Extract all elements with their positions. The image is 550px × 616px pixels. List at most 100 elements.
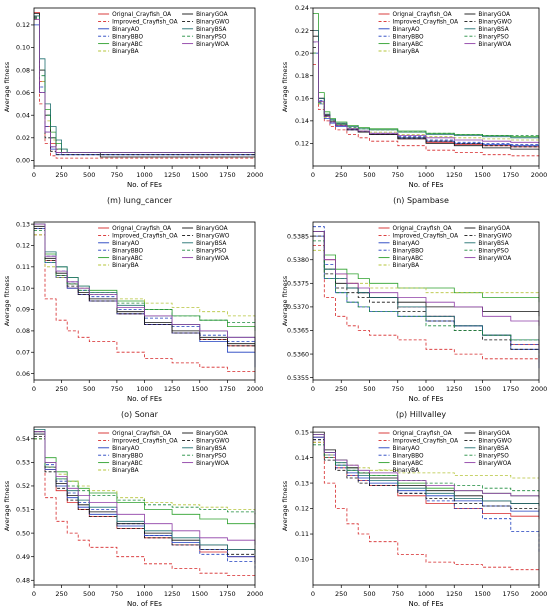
x-tick-label: 1750: [502, 590, 519, 598]
x-tick-label: 0: [32, 385, 36, 393]
y-tick-label: 0.13: [295, 480, 309, 487]
legend-label: BinaryGOA: [196, 226, 228, 232]
chart-panel-3: 0 250 500 750 1000 1250 1500 1750 2000 0.06 0.07 0.…: [3, 221, 263, 419]
y-tick-label: 0.5365: [287, 328, 309, 335]
y-tick-label: 0.11: [295, 531, 309, 538]
series-line-binarywoa: [34, 223, 256, 342]
series-line-binarywoa: [313, 434, 540, 499]
x-tick-label: 500: [83, 385, 95, 393]
legend-label: Improved_Crayfish_OA: [112, 439, 178, 445]
y-tick-label: 0.08: [16, 67, 30, 74]
chart-panel-1: 0 250 500 750 1000 1250 1500 1750 2000 0.00 0.02 0.…: [3, 7, 264, 205]
x-axis-label: No. of FEs: [127, 600, 162, 608]
x-tick-label: 1250: [446, 385, 463, 393]
y-tick-label: 0.15: [295, 429, 309, 436]
legend-label: Orignal_Crayfish_OA: [112, 431, 171, 437]
x-tick-label: 1250: [164, 171, 181, 179]
x-tick-label: 1500: [474, 385, 491, 393]
legend-label: BinaryAO: [112, 241, 139, 247]
y-tick-label: 0.06: [16, 90, 30, 97]
y-tick-label: 0.12: [16, 22, 30, 29]
legend-label: Improved_Crayfish_OA: [393, 439, 459, 445]
series-line-binaryba: [313, 249, 540, 298]
panel-title: (m) lung_cancer: [107, 196, 173, 205]
x-tick-label: 0: [311, 590, 315, 598]
x-tick-label: 0: [311, 171, 315, 179]
y-tick-label: 0.10: [295, 557, 309, 564]
y-tick-label: 0.52: [16, 483, 30, 490]
legend-label: BinaryAO: [393, 27, 420, 33]
x-tick-label: 1000: [418, 171, 435, 179]
legend-label: BinaryGOA: [196, 12, 228, 18]
y-tick-label: 0.12: [16, 243, 30, 250]
legend-label: BinaryGWO: [196, 234, 230, 240]
x-tick-label: 1000: [136, 385, 153, 393]
y-tick-label: 0.08: [16, 328, 30, 335]
x-tick-label: 0: [311, 385, 315, 393]
legend-label: BinaryPSO: [478, 453, 509, 459]
legend-label: BinaryBSA: [478, 241, 508, 247]
x-tick-label: 750: [392, 171, 404, 179]
x-tick-label: 1750: [219, 590, 236, 598]
x-tick-label: 0: [32, 171, 36, 179]
legend-label: BinaryPSO: [478, 248, 509, 254]
legend-label: BinaryWOA: [196, 42, 229, 48]
x-tick-label: 250: [55, 385, 67, 393]
x-tick-label: 750: [111, 590, 123, 598]
x-tick-label: 500: [363, 385, 375, 393]
y-axis-label: Average fitness: [281, 275, 289, 326]
x-axis-label: No. of FEs: [127, 181, 162, 189]
x-tick-label: 2000: [247, 171, 264, 179]
series-line-improved-crayfish-oa: [313, 245, 540, 364]
legend-label: BinaryBA: [393, 49, 420, 55]
legend-label: BinaryABC: [112, 256, 143, 262]
legend-label: BinaryABC: [393, 461, 424, 467]
x-tick-label: 750: [111, 385, 123, 393]
y-axis-label: Average fitness: [3, 275, 11, 326]
legend-label: BinaryBBO: [112, 34, 143, 40]
y-axis-label: Average fitness: [281, 61, 289, 112]
legend-label: BinaryGOA: [196, 431, 228, 437]
legend-label: BinaryBA: [112, 49, 139, 55]
y-tick-label: 0.10: [16, 285, 30, 292]
x-axis-label: No. of FEs: [409, 395, 444, 403]
y-tick-label: 0.09: [16, 307, 30, 314]
legend-label: BinaryGOA: [478, 431, 510, 437]
legend: Orignal_Crayfish_OAImproved_Crayfish_OAB…: [378, 12, 512, 55]
legend-label: BinaryWOA: [478, 42, 511, 48]
legend-label: BinaryGWO: [478, 439, 512, 445]
chart-panel-2: 0 250 500 750 1000 1250 1500 1750 2000 0.12 0.14 0.…: [281, 5, 547, 205]
legend-label: BinaryBBO: [393, 248, 424, 254]
x-tick-label: 750: [111, 171, 123, 179]
legend-label: BinaryBBO: [393, 453, 424, 459]
x-tick-label: 250: [335, 385, 347, 393]
legend-label: BinaryAO: [112, 27, 139, 33]
x-tick-label: 250: [335, 171, 347, 179]
legend-label: BinaryBSA: [478, 446, 508, 452]
x-tick-label: 1500: [191, 385, 208, 393]
legend: Orignal_Crayfish_OAImproved_Crayfish_OAB…: [98, 12, 230, 55]
x-tick-label: 1750: [219, 385, 236, 393]
legend-label: BinaryGWO: [196, 439, 230, 445]
y-tick-label: 0.5355: [287, 375, 309, 382]
x-tick-label: 1750: [502, 171, 519, 179]
legend-label: BinaryBA: [393, 468, 420, 474]
x-axis-label: No. of FEs: [127, 395, 162, 403]
legend-label: BinaryABC: [393, 256, 424, 262]
legend-label: BinaryPSO: [196, 34, 227, 40]
legend-label: BinaryABC: [393, 42, 424, 48]
legend-label: BinaryGWO: [196, 20, 230, 26]
y-tick-label: 0.22: [295, 28, 309, 35]
y-tick-label: 0.14: [295, 455, 309, 462]
x-tick-label: 500: [363, 171, 375, 179]
y-tick-label: 0.13: [16, 221, 30, 228]
x-tick-label: 1250: [164, 590, 181, 598]
x-tick-label: 1500: [474, 590, 491, 598]
chart-panel-6: 0 250 500 750 1000 1250 1500 1750 2000 0.10 0.11 0.…: [281, 426, 547, 616]
x-tick-label: 1000: [418, 590, 435, 598]
legend-label: BinaryWOA: [196, 256, 229, 262]
x-tick-label: 750: [392, 590, 404, 598]
x-tick-label: 1500: [191, 590, 208, 598]
y-tick-label: 0.14: [295, 118, 309, 125]
legend-label: Orignal_Crayfish_OA: [112, 226, 171, 232]
